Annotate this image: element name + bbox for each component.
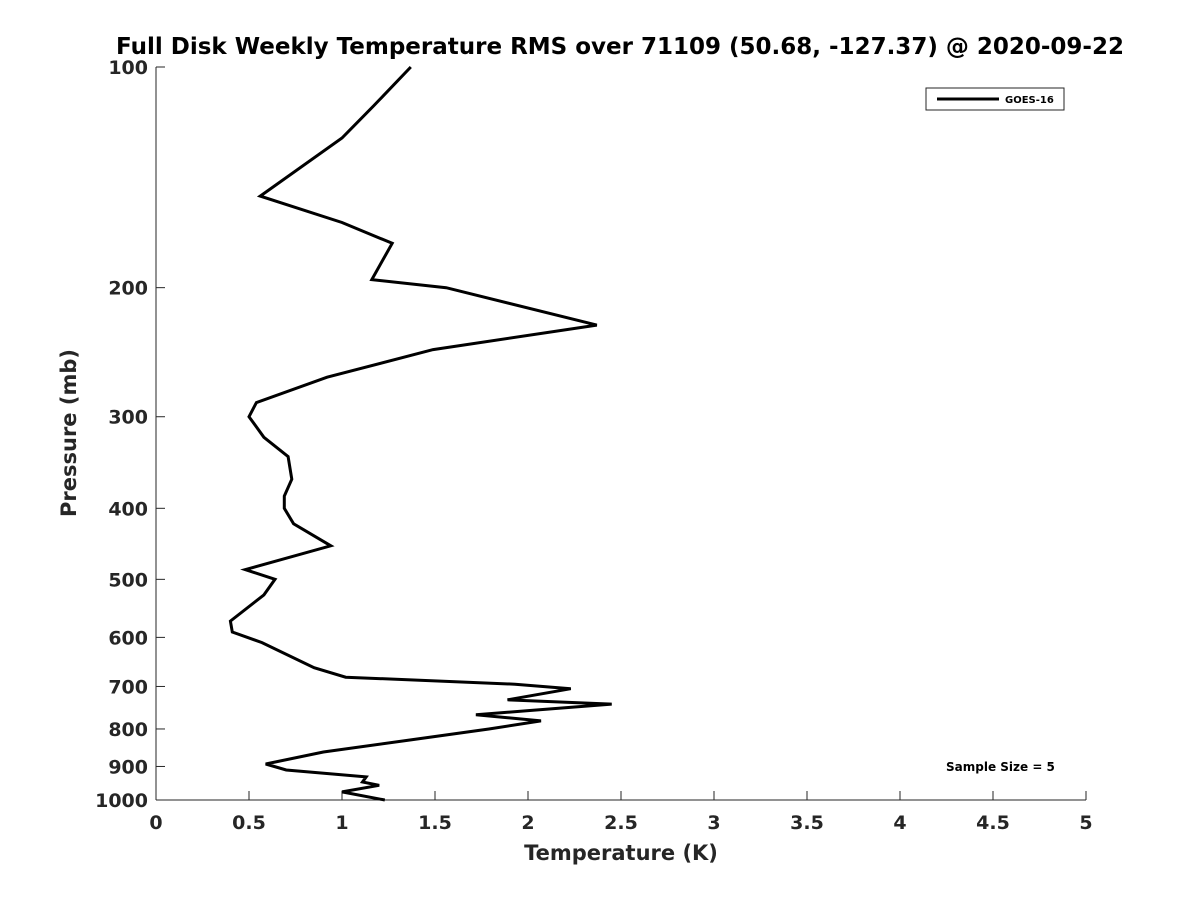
y-tick-label: 200 bbox=[108, 278, 148, 300]
legend: GOES-16 bbox=[925, 87, 1065, 111]
y-tick-label: 100 bbox=[108, 57, 148, 79]
y-tick-label: 400 bbox=[108, 498, 148, 520]
x-tick-label: 3.5 bbox=[790, 812, 824, 834]
y-tick-label: 700 bbox=[108, 676, 148, 698]
chart-title: Full Disk Weekly Temperature RMS over 71… bbox=[116, 34, 1124, 60]
x-tick-label: 0 bbox=[149, 812, 162, 834]
y-tick-label: 300 bbox=[108, 407, 148, 429]
series-line-goes-16 bbox=[228, 65, 612, 802]
y-tick-label: 1000 bbox=[95, 790, 148, 812]
y-tick-label: 900 bbox=[108, 756, 148, 778]
y-tick-label: 500 bbox=[108, 569, 148, 591]
series-layer bbox=[228, 65, 612, 802]
x-tick-label: 0.5 bbox=[232, 812, 266, 834]
sample-size-annotation: Sample Size = 5 bbox=[946, 760, 1055, 774]
y-tick-label: 800 bbox=[108, 719, 148, 741]
y-ticks: 100 200 300 400 500 600 700 800 900 1000 bbox=[95, 57, 165, 812]
y-axis-label: Pressure (mb) bbox=[57, 349, 81, 517]
x-tick-label: 3 bbox=[707, 812, 720, 834]
x-tick-label: 4 bbox=[893, 812, 906, 834]
x-tick-label: 1.5 bbox=[418, 812, 452, 834]
x-tick-label: 2 bbox=[521, 812, 534, 834]
legend-label-goes-16: GOES-16 bbox=[1005, 95, 1054, 106]
x-tick-label: 4.5 bbox=[976, 812, 1010, 834]
x-tick-label: 1 bbox=[335, 812, 348, 834]
y-tick-label: 600 bbox=[108, 627, 148, 649]
x-axis-label: Temperature (K) bbox=[524, 841, 718, 865]
x-tick-label: 5 bbox=[1079, 812, 1092, 834]
x-ticks: 0 0.5 1 1.5 2 2.5 3 3.5 4 4.5 5 bbox=[149, 791, 1093, 834]
x-tick-label: 2.5 bbox=[604, 812, 638, 834]
